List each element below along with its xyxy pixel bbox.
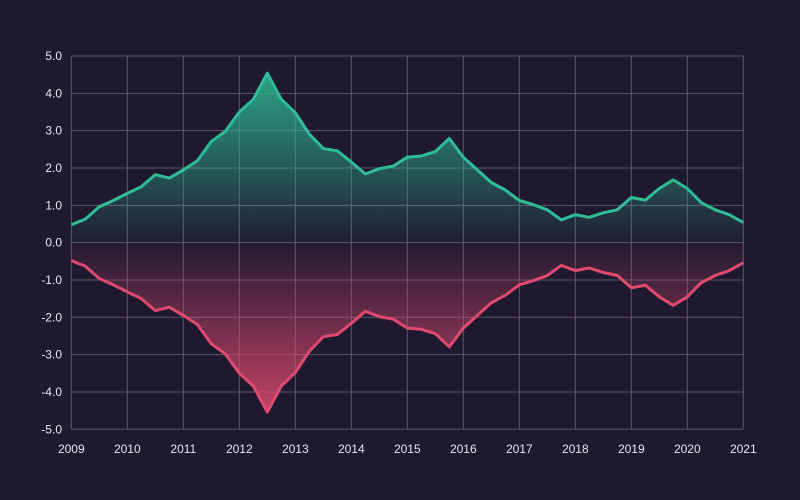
y-tick-label: 1.0 — [45, 198, 62, 212]
y-tick-label: -3.0 — [41, 348, 62, 362]
y-tick-label: 4.0 — [45, 86, 62, 100]
x-tick-label: 2018 — [562, 442, 589, 456]
y-tick-label: 5.0 — [45, 49, 62, 63]
x-tick-label: 2016 — [450, 442, 477, 456]
x-tick-label: 2017 — [506, 442, 533, 456]
x-tick-label: 2012 — [226, 442, 253, 456]
y-axis-ticks: 5.0 4.0 3.0 2.0 1.0 0.0 -1.0 -2.0 -3.0 -4.0 -5.0 — [41, 49, 62, 436]
x-tick-label: 2013 — [282, 442, 309, 456]
x-tick-label: 2014 — [338, 442, 365, 456]
y-tick-label: 3.0 — [45, 124, 62, 138]
x-axis-ticks: 2009 2010 2011 2012 2013 2014 2015 2016 2017 2018… — [58, 442, 757, 456]
y-tick-label: -1.0 — [41, 273, 62, 287]
line-negative — [70, 259, 745, 414]
x-tick-label: 2009 — [58, 442, 85, 456]
y-tick-label: 0.0 — [45, 236, 62, 250]
x-tick-label: 2021 — [730, 442, 757, 456]
x-tick-label: 2020 — [674, 442, 701, 456]
y-tick-label: -4.0 — [41, 385, 62, 399]
lines — [70, 71, 745, 414]
x-tick-label: 2010 — [114, 442, 141, 456]
x-tick-label: 2019 — [618, 442, 645, 456]
y-tick-label: 2.0 — [45, 161, 62, 175]
x-tick-label: 2011 — [170, 442, 196, 456]
y-tick-label: -5.0 — [41, 422, 62, 436]
y-tick-label: -2.0 — [41, 310, 62, 324]
x-tick-label: 2015 — [394, 442, 421, 456]
line-positive — [70, 71, 745, 227]
